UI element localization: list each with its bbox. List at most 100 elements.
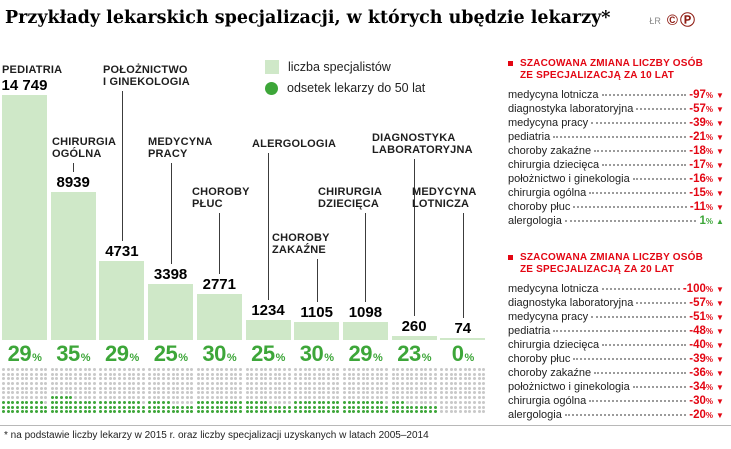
- bar: [245, 320, 291, 340]
- bar-chart: 14 749 PEDIATRIA 29% 8939 CHIRURGIA OGÓLNA 35%…: [2, 64, 486, 414]
- dot: [400, 405, 404, 409]
- dot: [454, 396, 458, 400]
- dot: [468, 396, 472, 400]
- dot: [477, 386, 481, 390]
- dot: [308, 410, 312, 414]
- dot: [352, 396, 356, 400]
- dot: [44, 372, 48, 376]
- dot: [44, 410, 48, 414]
- dot: [171, 382, 175, 386]
- dot: [331, 372, 335, 376]
- dot: [69, 377, 73, 381]
- dot: [371, 368, 375, 371]
- dot: [264, 405, 268, 409]
- dot: [312, 396, 316, 400]
- dot: [449, 396, 453, 400]
- dot: [74, 368, 78, 371]
- dot: [224, 377, 228, 381]
- dot: [342, 368, 346, 371]
- dot: [210, 410, 214, 414]
- dot: [454, 382, 458, 386]
- dot: [294, 368, 298, 371]
- dot: [347, 372, 351, 376]
- dot: [327, 400, 330, 404]
- dot: [245, 368, 249, 371]
- dot: [361, 368, 365, 371]
- dot: [25, 410, 29, 414]
- dot: [268, 396, 272, 400]
- bar-value: 2771: [202, 276, 236, 293]
- dot: [11, 396, 15, 400]
- dot: [342, 377, 346, 381]
- dot-grid: [50, 368, 96, 414]
- dot: [294, 405, 298, 409]
- dot: [64, 372, 68, 376]
- dot: [415, 410, 419, 414]
- dot: [322, 372, 326, 376]
- dot: [433, 405, 437, 409]
- dot: [298, 372, 302, 376]
- label-leader-line: [219, 213, 221, 274]
- dot: [473, 382, 477, 386]
- dot: [34, 396, 38, 400]
- dot: [132, 386, 136, 390]
- dot: [92, 386, 96, 390]
- dot: [6, 391, 10, 395]
- dot: [380, 368, 384, 371]
- dotted-leader: [564, 414, 687, 416]
- dot: [298, 368, 302, 371]
- footnote: * na podstawie liczby lekarzy w 2015 r. …: [4, 430, 429, 441]
- dot: [122, 405, 126, 409]
- dot: [327, 405, 330, 409]
- dot: [468, 410, 472, 414]
- dot: [419, 386, 423, 390]
- dot: [250, 386, 254, 390]
- dot: [273, 368, 277, 371]
- change-row: chirurgia ogólna -30% ▼: [508, 395, 726, 409]
- dot: [136, 405, 140, 409]
- dot: [336, 391, 340, 395]
- dot: [278, 396, 282, 400]
- dot: [312, 372, 316, 376]
- change-value: 1%: [699, 215, 713, 227]
- dot: [60, 368, 64, 371]
- dot: [405, 405, 409, 409]
- dot: [287, 410, 291, 414]
- dot: [229, 377, 233, 381]
- dot: [196, 405, 200, 409]
- dot: [283, 386, 286, 390]
- panel-heading-text: SZACOWANA ZMIANA LICZBY OSÓB ZE SPECJALIZ…: [520, 58, 704, 81]
- dot: [473, 377, 477, 381]
- divider: [0, 425, 731, 426]
- dot: [356, 396, 360, 400]
- dot: [92, 410, 96, 414]
- dot: [391, 396, 395, 400]
- legend-bar-label: liczba specjalistów: [288, 60, 391, 74]
- dot: [122, 396, 126, 400]
- dot: [69, 368, 73, 371]
- dot: [424, 368, 428, 371]
- dot: [108, 368, 112, 371]
- dot: [127, 410, 131, 414]
- change-panel-1: SZACOWANA ZMIANA LICZBY OSÓB ZE SPECJALIZ…: [508, 58, 726, 229]
- dot: [190, 372, 194, 376]
- dot: [92, 400, 96, 404]
- dot: [405, 368, 409, 371]
- dot: [210, 377, 214, 381]
- dot: [39, 396, 43, 400]
- dot: [375, 386, 379, 390]
- dot: [419, 368, 423, 371]
- dot: [463, 405, 467, 409]
- dot: [385, 400, 389, 404]
- dot: [477, 377, 481, 381]
- dot: [308, 400, 312, 404]
- dot: [366, 391, 370, 395]
- dot: [234, 368, 238, 371]
- dot: [424, 405, 428, 409]
- dot: [278, 377, 282, 381]
- dot: [449, 405, 453, 409]
- bar-percentage: 30%: [299, 341, 334, 366]
- dot: [444, 386, 448, 390]
- dot: [2, 382, 5, 386]
- dot: [352, 372, 356, 376]
